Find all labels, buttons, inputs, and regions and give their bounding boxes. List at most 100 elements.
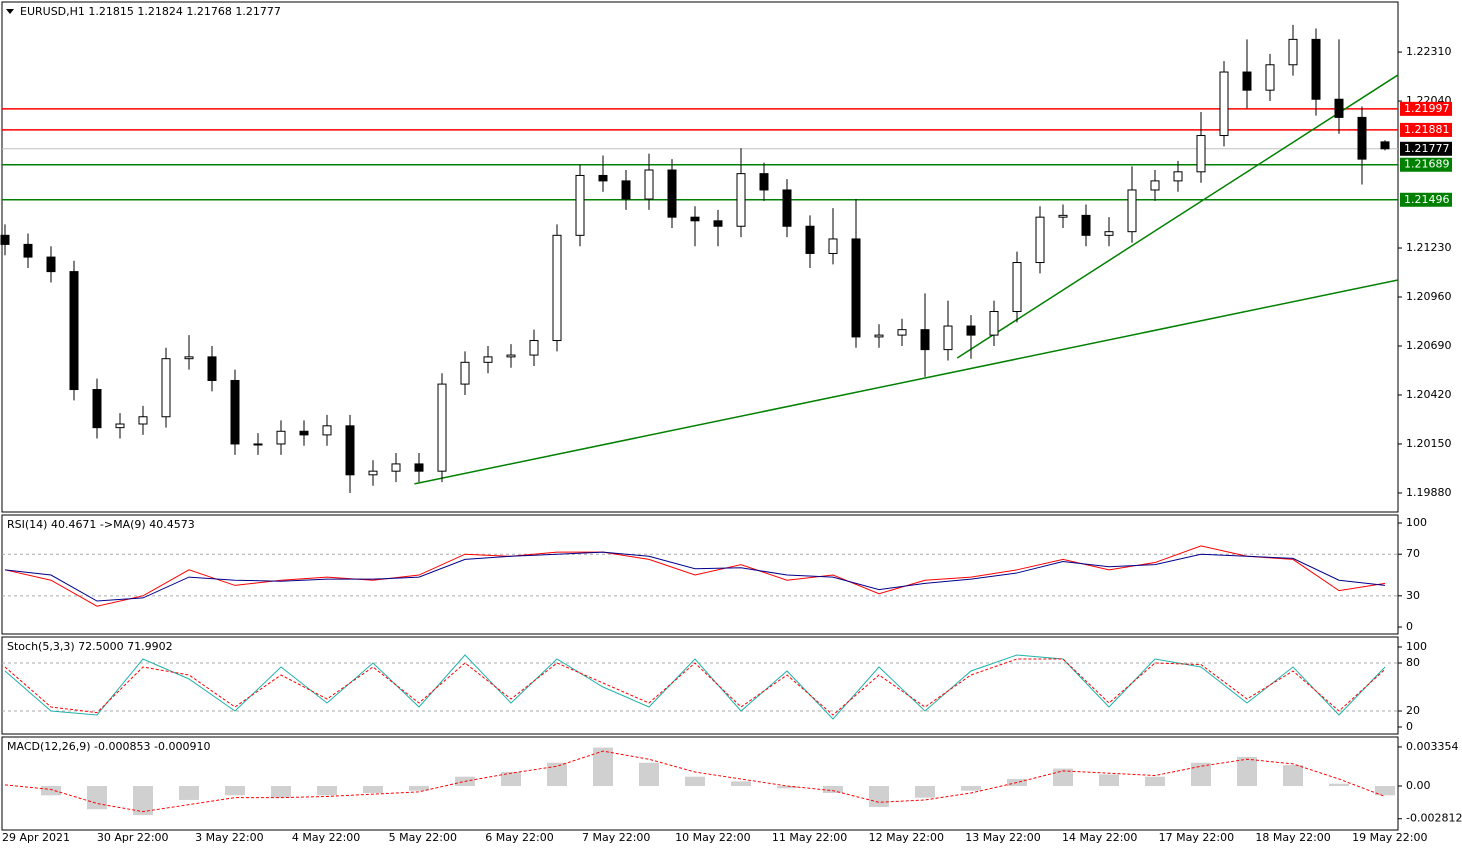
y-tick-label: 0 (1406, 720, 1413, 733)
candle-body (1058, 214, 1068, 218)
candle-body (69, 271, 79, 391)
menu-arrow[interactable] (6, 9, 14, 14)
panel-title: MACD(12,26,9) -0.000853 -0.000910 (7, 740, 210, 753)
candle-body (1035, 216, 1045, 264)
candle-body (1012, 262, 1022, 313)
histogram-bar (41, 786, 61, 796)
trendline (956, 74, 1399, 359)
histogram-bar (363, 786, 383, 793)
candle-body (391, 463, 401, 472)
price-label-box (1400, 101, 1452, 116)
panel-title: EURUSD,H1 1.21815 1.21824 1.21768 1.2177… (20, 5, 281, 18)
candle-body (1334, 98, 1344, 118)
candle-body (414, 463, 424, 472)
candle-body (230, 379, 240, 445)
y-tick-label: 1.19880 (1406, 486, 1452, 499)
price-label: 1.21496 (1404, 193, 1450, 206)
price-label-box (1400, 157, 1452, 172)
x-tick-label: 18 May 22:00 (1255, 831, 1330, 844)
y-tick-label: 1.20420 (1406, 388, 1452, 401)
panel-frame (1, 514, 1399, 635)
candle-body (1380, 141, 1390, 150)
x-tick-label: 30 Apr 22:00 (97, 831, 169, 844)
histogram-bar (225, 786, 245, 796)
candle-body (1288, 38, 1298, 66)
price-label-box (1400, 192, 1452, 207)
y-tick-label: 1.22310 (1406, 45, 1452, 58)
candle-body (759, 173, 769, 191)
x-tick-label: 12 May 22:00 (869, 831, 944, 844)
y-tick-label: 0.00 (1406, 779, 1431, 792)
candle-body (828, 238, 838, 254)
x-tick-label: 3 May 22:00 (195, 831, 263, 844)
histogram-bar (685, 776, 705, 787)
candle-body (1265, 64, 1275, 91)
x-tick-label: 7 May 22:00 (582, 831, 650, 844)
indicator-line (4, 551, 1386, 602)
x-tick-label: 5 May 22:00 (389, 831, 457, 844)
x-tick-label: 29 Apr 2021 (2, 831, 70, 844)
candle-body (943, 325, 953, 351)
histogram-bar (1191, 762, 1211, 787)
price-label: 1.21881 (1404, 123, 1450, 136)
candle-body (460, 361, 470, 385)
candle-body (253, 443, 263, 446)
histogram-bar (1283, 765, 1303, 787)
histogram-bar (823, 786, 843, 793)
signal-line (4, 750, 1386, 813)
price-label-box (1400, 122, 1452, 137)
candle-body (92, 389, 102, 429)
panel-frame (1, 636, 1399, 735)
candle-body (161, 358, 171, 418)
candle-body (437, 383, 447, 472)
x-tick-label: 13 May 22:00 (965, 831, 1040, 844)
panel-frame (1, 1, 1399, 513)
candle-body (138, 416, 148, 425)
histogram-bar (1099, 774, 1119, 787)
price-label-box (1400, 141, 1452, 156)
candle-body (782, 189, 792, 227)
candle-body (552, 234, 562, 342)
histogram-bar (271, 786, 291, 798)
histogram-bar (1237, 756, 1257, 787)
y-tick-label: 1.20960 (1406, 290, 1452, 303)
candle-body (483, 356, 493, 363)
x-tick-label: 19 May 22:00 (1352, 831, 1427, 844)
candle-body (276, 430, 286, 445)
candle-body (1242, 71, 1252, 91)
candle-body (966, 325, 976, 336)
candle-body (736, 173, 746, 227)
y-tick-label: -0.002812 (1406, 812, 1462, 825)
candle-body (506, 354, 516, 358)
histogram-bar (1053, 768, 1073, 787)
candle-body (621, 180, 631, 200)
histogram-bar (501, 772, 521, 787)
x-tick-label: 4 May 22:00 (292, 831, 360, 844)
panel-title: RSI(14) 40.4671 ->MA(9) 40.4573 (7, 518, 195, 531)
price-label: 1.21689 (1404, 158, 1450, 171)
indicator-line (4, 545, 1386, 607)
histogram-bar (639, 762, 659, 787)
histogram-bar (593, 747, 613, 787)
histogram-bar (317, 786, 337, 796)
panel-frame (1, 736, 1399, 831)
candle-body (575, 174, 585, 236)
x-tick-label: 11 May 22:00 (772, 831, 847, 844)
y-tick-label: 20 (1406, 704, 1420, 717)
histogram-bar (1329, 783, 1349, 787)
candle-body (874, 334, 884, 338)
histogram-bar (915, 786, 935, 798)
y-tick-label: 0.003354 (1406, 740, 1459, 753)
candle-body (897, 329, 907, 336)
candle-body (920, 329, 930, 351)
y-tick-label: 0 (1406, 620, 1413, 633)
price-label: 1.21997 (1404, 102, 1450, 115)
candle-body (1196, 135, 1206, 173)
histogram-bar (1145, 776, 1165, 787)
x-tick-label: 14 May 22:00 (1062, 831, 1137, 844)
candle-body (46, 256, 56, 273)
candle-body (690, 216, 700, 222)
histogram-bar (731, 781, 751, 787)
histogram-bar (961, 786, 981, 791)
